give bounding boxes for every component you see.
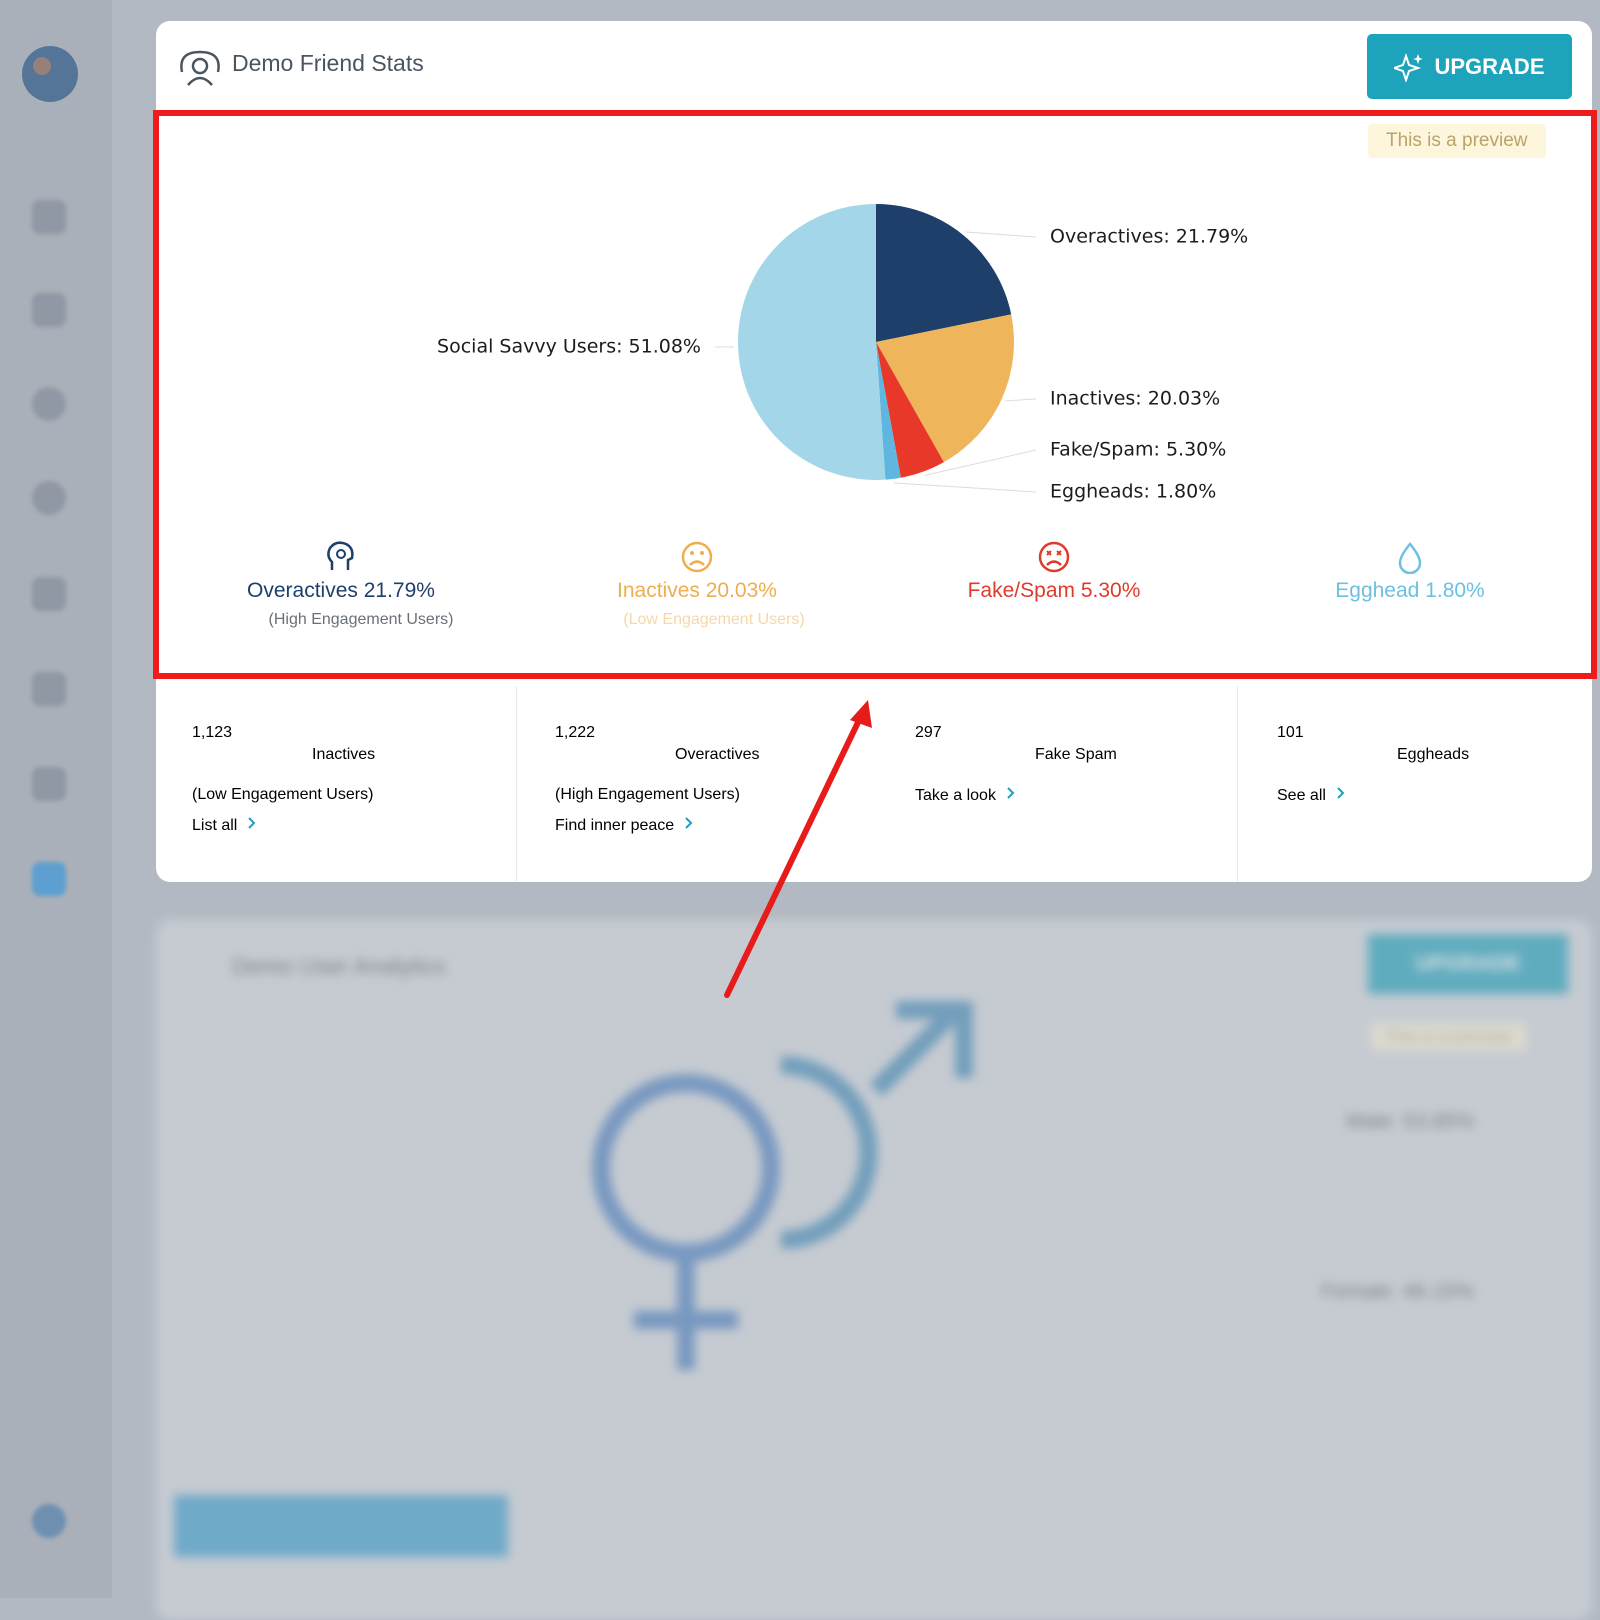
highlight-box [156, 113, 1594, 676]
power-icon[interactable] [32, 1504, 66, 1538]
arrow-head [850, 700, 872, 728]
arrow-line [727, 714, 862, 995]
annotation-layer [0, 0, 1600, 1100]
